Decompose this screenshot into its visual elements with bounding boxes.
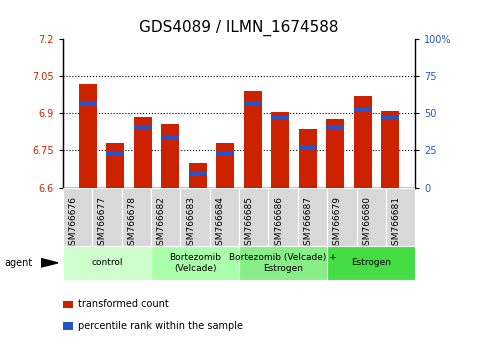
Bar <box>92 188 122 246</box>
Bar <box>327 246 415 280</box>
Text: GSM766681: GSM766681 <box>392 196 401 251</box>
Text: GSM766680: GSM766680 <box>362 196 371 251</box>
Bar <box>63 188 92 246</box>
Text: GSM766684: GSM766684 <box>215 196 225 251</box>
Bar <box>382 111 399 188</box>
Text: transformed count: transformed count <box>78 299 169 309</box>
Bar <box>271 116 289 120</box>
Bar <box>239 246 327 280</box>
Text: GSM766686: GSM766686 <box>274 196 283 251</box>
Bar <box>210 188 239 246</box>
Bar <box>269 188 298 246</box>
Bar <box>161 125 179 188</box>
Bar <box>216 152 234 156</box>
Bar <box>79 84 97 188</box>
Bar <box>354 96 372 188</box>
Text: GSM766678: GSM766678 <box>127 196 136 251</box>
Bar <box>271 112 289 188</box>
Text: GSM766677: GSM766677 <box>98 196 107 251</box>
Text: control: control <box>91 258 123 267</box>
Bar <box>327 188 356 246</box>
Bar <box>354 107 372 111</box>
Polygon shape <box>41 258 58 267</box>
Text: GSM766682: GSM766682 <box>156 196 166 251</box>
Bar <box>189 171 207 175</box>
Bar <box>239 188 269 246</box>
Text: GSM766676: GSM766676 <box>69 196 77 251</box>
Bar <box>134 125 152 129</box>
Bar <box>299 130 317 188</box>
Bar <box>180 188 210 246</box>
Bar <box>216 143 234 188</box>
Text: Bortezomib (Velcade) +
Estrogen: Bortezomib (Velcade) + Estrogen <box>229 253 337 273</box>
Title: GDS4089 / ILMN_1674588: GDS4089 / ILMN_1674588 <box>139 20 339 36</box>
Bar <box>79 101 97 105</box>
Bar <box>244 91 262 188</box>
Bar <box>161 136 179 140</box>
Bar <box>106 143 124 188</box>
Bar <box>63 246 151 280</box>
Text: agent: agent <box>5 258 33 268</box>
Text: Bortezomib
(Velcade): Bortezomib (Velcade) <box>169 253 221 273</box>
Bar <box>327 120 344 188</box>
Bar <box>327 126 344 130</box>
Bar <box>151 188 180 246</box>
Bar <box>189 163 207 188</box>
Bar <box>386 188 415 246</box>
Text: GSM766685: GSM766685 <box>245 196 254 251</box>
Text: percentile rank within the sample: percentile rank within the sample <box>78 321 243 331</box>
Text: GSM766683: GSM766683 <box>186 196 195 251</box>
Text: GSM766687: GSM766687 <box>303 196 313 251</box>
Bar <box>298 188 327 246</box>
Bar <box>356 188 386 246</box>
Bar <box>151 246 239 280</box>
Bar <box>382 116 399 120</box>
Bar <box>134 117 152 188</box>
Bar <box>244 101 262 105</box>
Bar <box>122 188 151 246</box>
Text: GSM766679: GSM766679 <box>333 196 342 251</box>
Text: Estrogen: Estrogen <box>351 258 391 267</box>
Bar <box>106 152 124 156</box>
Bar <box>299 146 317 150</box>
